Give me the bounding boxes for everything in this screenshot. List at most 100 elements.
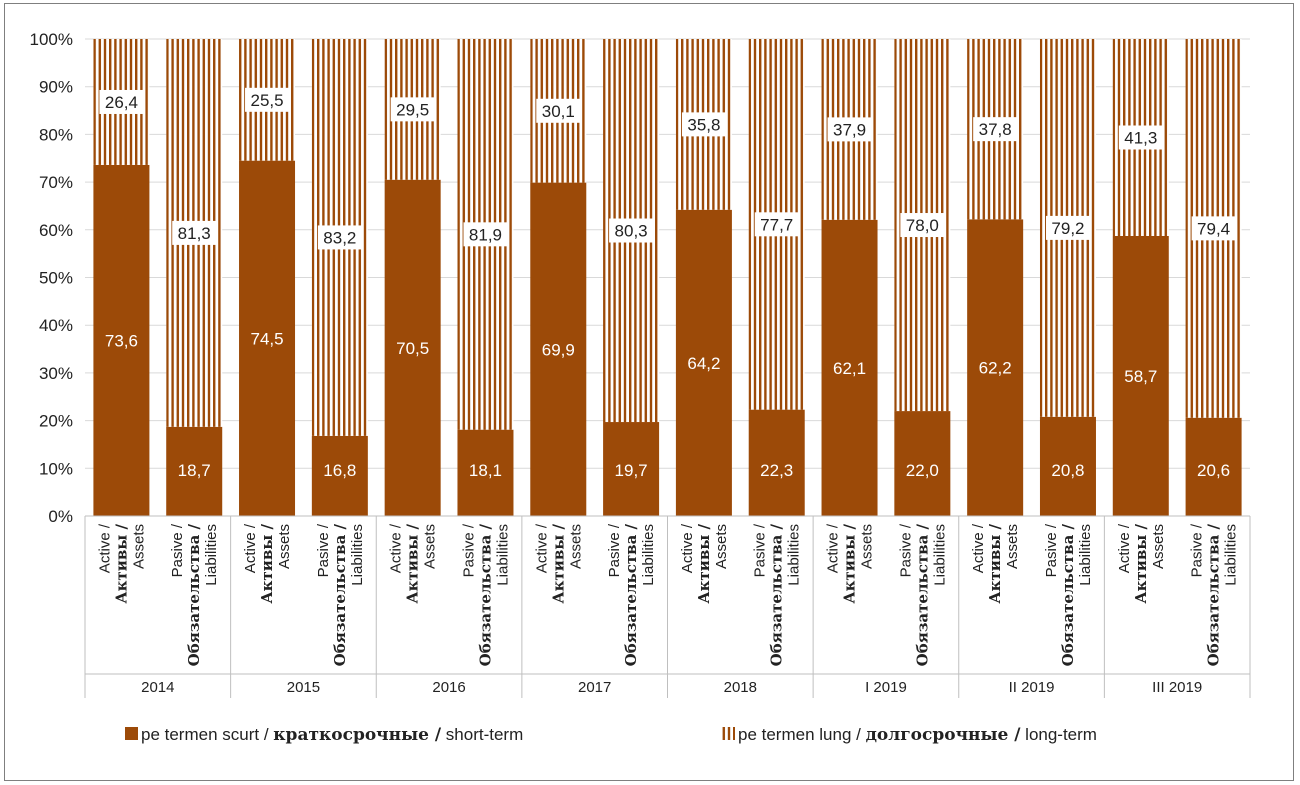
data-label-box — [1191, 216, 1236, 241]
data-label-box — [681, 112, 726, 137]
data-label-short-term: 22,3 — [760, 461, 793, 480]
data-label-long-term: 77,7 — [760, 215, 793, 234]
data-label-box — [827, 117, 872, 142]
data-label-long-term: 37,8 — [979, 120, 1012, 139]
data-label-box — [754, 212, 799, 237]
data-label-short-term: 70,5 — [396, 339, 429, 358]
data-label-long-term: 41,3 — [1124, 129, 1157, 148]
category-label: Liabilities — [203, 524, 220, 586]
category-label: Pasive / — [752, 523, 769, 577]
category-label: Active / — [970, 523, 987, 573]
category-label: Обязательства / — [622, 523, 640, 666]
category-label: Обязательства / — [1205, 523, 1223, 666]
category-label: Assets — [859, 524, 876, 569]
bar-short-term — [1185, 417, 1242, 516]
data-label-short-term: 18,1 — [469, 461, 502, 480]
bar-short-term — [748, 409, 805, 516]
group-label: III 2019 — [1152, 679, 1202, 696]
category-label: Active / — [825, 523, 842, 573]
group-label: 2015 — [287, 679, 320, 696]
bar-short-term — [384, 179, 441, 516]
category-label: Liabilities — [349, 524, 366, 586]
legend-swatch-long-term — [722, 727, 735, 740]
category-label: Active / — [96, 523, 113, 573]
category-label: Active / — [1116, 523, 1133, 573]
category-label: Обязательства / — [768, 523, 786, 666]
category-label: Обязательства / — [476, 523, 494, 666]
category-label: Pasive / — [897, 523, 914, 577]
category-label: Активы / — [112, 523, 130, 603]
data-label-long-term: 81,9 — [469, 225, 502, 244]
data-label-box — [463, 222, 508, 247]
data-label-long-term: 79,4 — [1197, 219, 1230, 238]
data-label-short-term: 73,6 — [105, 331, 138, 350]
data-label-short-term: 19,7 — [615, 461, 648, 480]
y-tick-label: 70% — [39, 173, 73, 192]
bar-short-term — [311, 435, 368, 516]
category-label: Активы / — [841, 523, 859, 603]
category-label: Активы / — [258, 523, 276, 603]
group-label: 2018 — [724, 679, 757, 696]
category-label: Assets — [713, 524, 730, 569]
category-label: Assets — [130, 524, 147, 569]
group-label: I 2019 — [865, 679, 907, 696]
legend-label-short-term: pe termen scurt / краткосрочные / short-… — [141, 725, 523, 745]
data-label-short-term: 22,0 — [906, 461, 939, 480]
data-label-box — [973, 117, 1018, 142]
data-label-box — [172, 220, 217, 245]
category-label: Обязательства / — [1059, 523, 1077, 666]
category-label: Liabilities — [640, 524, 657, 586]
data-label-long-term: 79,2 — [1051, 219, 1084, 238]
data-label-box — [1118, 125, 1163, 150]
bar-short-term — [894, 411, 951, 516]
group-label: II 2019 — [1009, 679, 1055, 696]
category-label: Pasive / — [606, 523, 623, 577]
category-label: Active / — [679, 523, 696, 573]
bar-short-term — [530, 182, 587, 516]
category-label: Assets — [422, 524, 439, 569]
group-label: 2017 — [578, 679, 611, 696]
y-tick-label: 30% — [39, 364, 73, 383]
data-label-box — [99, 89, 144, 114]
category-label: Liabilities — [1077, 524, 1094, 586]
bar-short-term — [457, 429, 514, 516]
bar-short-term — [967, 219, 1024, 516]
category-label: Обязательства / — [185, 523, 203, 666]
data-label-short-term: 62,2 — [979, 359, 1012, 378]
data-label-long-term: 37,9 — [833, 120, 866, 139]
data-label-short-term: 20,8 — [1051, 461, 1084, 480]
category-label: Active / — [388, 523, 405, 573]
data-label-box — [317, 225, 362, 250]
chart-frame: 73,6 26,4 18,7 81,3 74,5 25,5 16,8 83,2 70,5 29,5… — [4, 3, 1294, 781]
y-tick-label: 0% — [48, 507, 73, 526]
y-tick-label: 10% — [39, 459, 73, 478]
data-label-long-term: 30,1 — [542, 102, 575, 121]
data-label-long-term: 83,2 — [323, 228, 356, 247]
legend-swatch-short-term — [125, 727, 138, 740]
category-label: Обязательства / — [913, 523, 931, 666]
data-label-short-term: 58,7 — [1124, 367, 1157, 386]
data-label-short-term: 74,5 — [250, 329, 283, 348]
data-label-long-term: 78,0 — [906, 216, 939, 235]
y-tick-label: 80% — [39, 125, 73, 144]
category-label: Pasive / — [1189, 523, 1206, 577]
category-label: Assets — [1150, 524, 1167, 569]
category-label: Pasive / — [1043, 523, 1060, 577]
group-label: 2014 — [141, 679, 174, 696]
data-label-long-term: 80,3 — [615, 222, 648, 241]
category-label: Assets — [276, 524, 293, 569]
category-label: Assets — [567, 524, 584, 569]
category-label: Assets — [1004, 524, 1021, 569]
legend-label-long-term: pe termen lung / долгосрочные / long-ter… — [738, 725, 1097, 745]
data-label-short-term: 16,8 — [323, 461, 356, 480]
group-label: 2016 — [432, 679, 465, 696]
bar-short-term — [603, 422, 660, 516]
category-label: Active / — [242, 523, 259, 573]
bar-short-term — [821, 219, 878, 516]
data-label-short-term: 69,9 — [542, 340, 575, 359]
category-label: Liabilities — [1223, 524, 1240, 586]
y-tick-label: 50% — [39, 269, 73, 288]
data-label-box — [390, 97, 435, 122]
data-label-short-term: 64,2 — [687, 354, 720, 373]
category-label: Liabilities — [786, 524, 803, 586]
